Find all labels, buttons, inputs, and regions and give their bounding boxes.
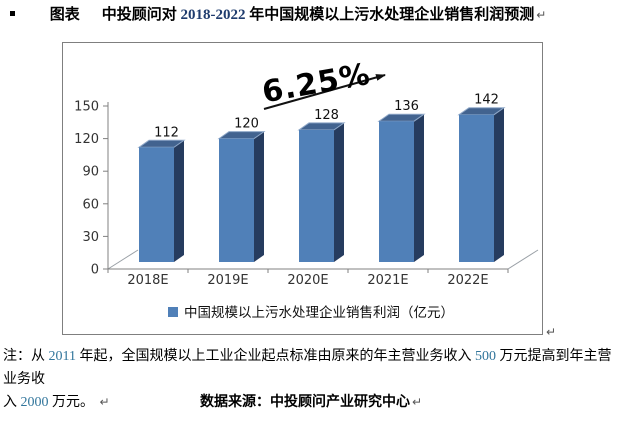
x-category-label: 2022E	[447, 273, 488, 288]
footnote-text: 年起，全国规模以上工业企业起点标准由原来的年主营业务收入	[75, 349, 475, 364]
footnote-number: 500	[474, 349, 496, 364]
footnote-number: 2000	[20, 395, 49, 410]
paragraph-return-icon: ↵	[546, 325, 557, 339]
figure-title-part1: 中投顾问对	[101, 7, 181, 23]
footnote-line2: 入 2000 万元。 ↵	[3, 391, 619, 414]
x-category-label: 2021E	[367, 273, 408, 288]
bar	[379, 121, 414, 262]
bar-side-face	[174, 140, 184, 262]
figure-title: 图表 中投顾问对 2018-2022 年中国规模以上污水处理企业销售利润预测 ↵	[0, 6, 596, 25]
footnote-number: 2011	[48, 349, 76, 364]
footnote-text: 入	[3, 395, 21, 410]
data-source-text: 数据来源：中投顾问产业研究中心	[199, 393, 410, 409]
bar-side-face	[414, 114, 424, 262]
y-tick-label: 30	[82, 230, 99, 245]
x-category-label: 2018E	[127, 273, 168, 288]
legend-label: 中国规模以上污水处理企业销售利润（亿元）	[184, 304, 454, 321]
figure-title-years: 2018-2022	[180, 7, 246, 23]
x-category-label: 2019E	[207, 273, 248, 288]
bar	[139, 147, 174, 262]
bar-value-label: 136	[394, 99, 419, 114]
bar	[459, 114, 494, 263]
footnote: 注：从 2011 年起，全国规模以上工业企业起点标准由原来的年主营业务收入 50…	[3, 345, 619, 414]
figure-title-part2: 年中国规模以上污水处理企业销售利润预测	[245, 7, 535, 23]
bar-chart: 0 30 60 90 120 150 112 120 128 136 142 2018E 2019E 20…	[74, 57, 539, 321]
bar	[219, 138, 254, 262]
paragraph-return-icon: ↵	[99, 395, 110, 409]
bar-value-label: 120	[234, 117, 259, 132]
bar	[299, 129, 334, 262]
bar-value-label: 142	[474, 93, 499, 108]
floor-right-edge	[507, 249, 539, 270]
legend-swatch-icon	[168, 307, 178, 317]
growth-arrow	[263, 74, 386, 110]
bar-side-face	[254, 131, 264, 262]
footnote-text: 注：从	[3, 349, 49, 364]
y-tick-label: 120	[74, 132, 99, 147]
bar-value-label: 128	[314, 108, 339, 123]
bar-value-label: 112	[154, 125, 179, 140]
figure-title-prefix: 图表	[49, 7, 80, 23]
bar-side-face	[494, 107, 504, 263]
paragraph-return-icon: ↵	[536, 8, 547, 22]
y-tick-label: 150	[74, 100, 99, 115]
y-tick-label: 90	[82, 165, 99, 180]
bar-side-face	[334, 122, 344, 262]
growth-rate-label: 6.25%	[260, 57, 373, 110]
y-tick-label: 60	[82, 197, 99, 212]
footnote-line1: 注：从 2011 年起，全国规模以上工业企业起点标准由原来的年主营业务收入 50…	[3, 345, 619, 391]
list-bullet-icon	[10, 11, 15, 16]
chart-frame: 0 30 60 90 120 150 112 120 128 136 142 2018E 2019E 20…	[62, 42, 543, 335]
floor-left-edge	[107, 249, 139, 270]
footnote-text: 万元提高到年主营业务收	[3, 349, 612, 387]
x-category-label: 2020E	[287, 273, 328, 288]
data-source: 数据来源：中投顾问产业研究中心 ↵	[0, 391, 622, 411]
y-tick-label: 0	[91, 263, 99, 278]
footnote-text: 万元。	[48, 395, 94, 410]
paragraph-return-icon: ↵	[411, 395, 423, 409]
